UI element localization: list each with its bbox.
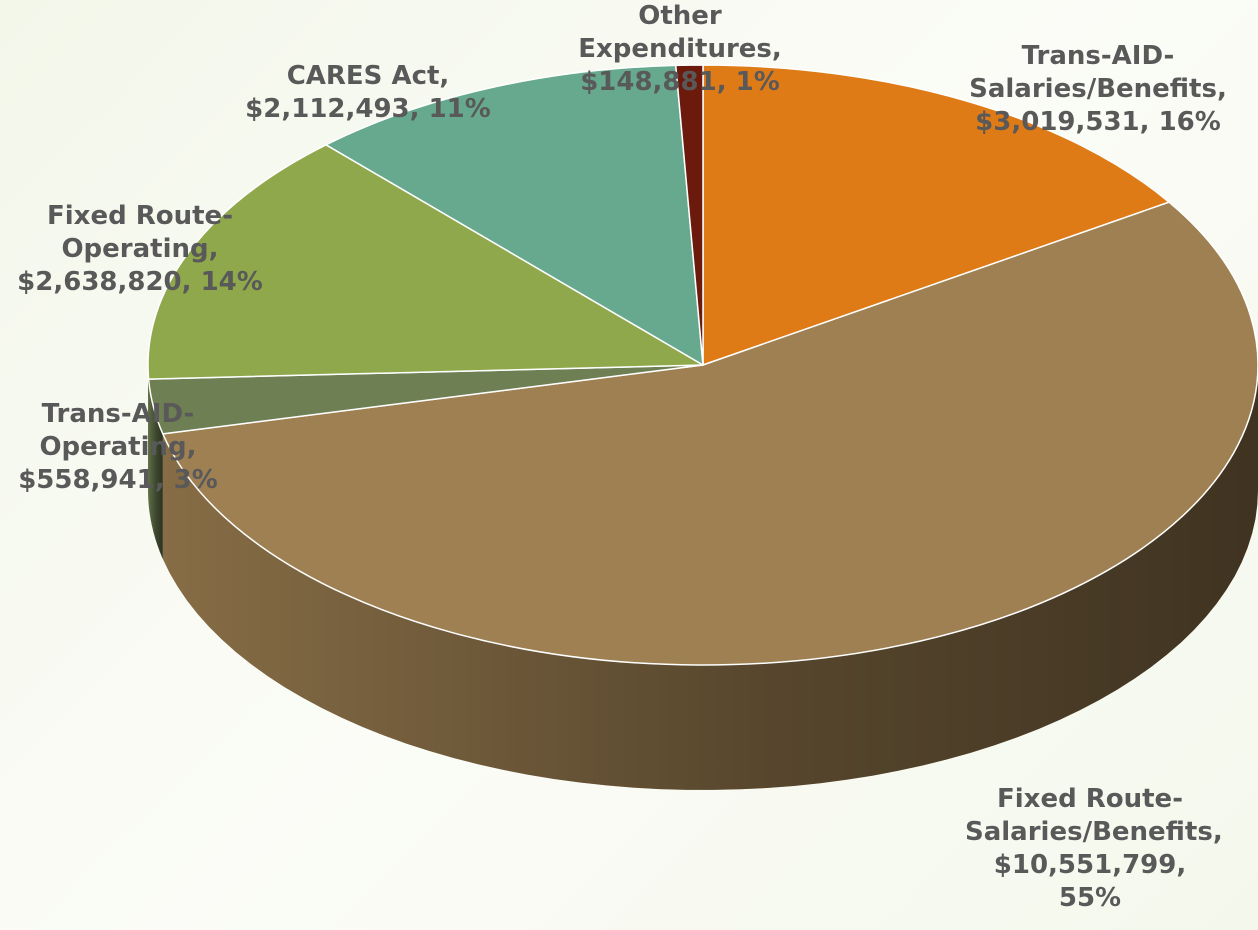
data-label: Trans-AID-Operating$558,9413%: [8, 398, 228, 497]
slice-name: CARES Act: [286, 61, 440, 91]
slice-value: 14%: [182, 267, 263, 297]
slice-value: 11%: [410, 94, 491, 124]
slice: [674, 64, 704, 366]
slice-name: Fixed Route-Operating: [47, 201, 233, 264]
data-label: Other Expenditures$148,8811%: [565, 0, 795, 99]
data-label: Trans-AID-Salaries/Benefits$3,019,53116%: [963, 40, 1233, 139]
data-label: Fixed Route-Salaries/Benefits$10,551,799…: [965, 783, 1223, 915]
side-shade: [162, 365, 1258, 790]
side-shade: [148, 379, 163, 559]
slice-name: Trans-AID-Operating: [39, 399, 195, 462]
slice-name: Other Expenditures: [578, 1, 772, 64]
slice-value: 3%: [155, 465, 218, 495]
slice-value: 16%: [1140, 107, 1221, 137]
data-label: Fixed Route-Operating$2,638,82014%: [5, 200, 275, 299]
data-label: CARES Act$2,112,49311%: [223, 60, 513, 126]
slice-value: 1%: [717, 67, 780, 97]
slice-name: Trans-AID-Salaries/Benefits: [969, 41, 1217, 104]
slice: [702, 64, 1170, 366]
slice-name: Fixed Route-Salaries/Benefits: [965, 784, 1213, 847]
slice: [325, 64, 704, 366]
side-shade: [148, 365, 149, 505]
slice: [147, 144, 704, 380]
